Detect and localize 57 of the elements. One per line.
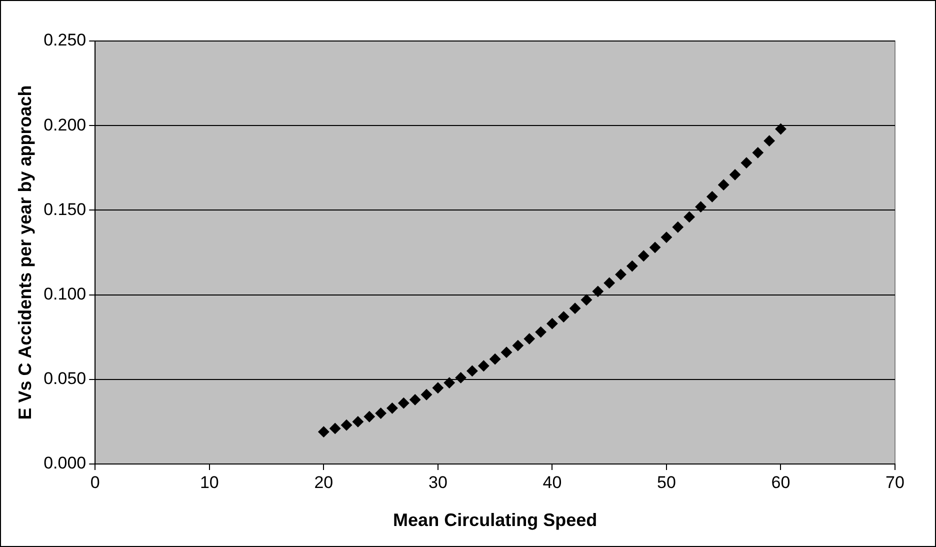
point [546, 318, 558, 330]
point [718, 179, 730, 190]
point [752, 147, 764, 158]
point [580, 294, 592, 306]
point [615, 268, 626, 280]
point [660, 232, 672, 243]
point [775, 123, 786, 134]
y-tick-label: 0.100 [44, 284, 86, 304]
point [375, 408, 386, 419]
point [444, 377, 455, 388]
point [558, 311, 570, 322]
point [318, 426, 330, 438]
point [535, 326, 546, 338]
x-tick-label: 70 [886, 472, 904, 492]
y-tick-label: 0.050 [44, 369, 86, 388]
point [672, 222, 684, 233]
point [386, 402, 398, 414]
point [730, 169, 741, 180]
point [398, 398, 410, 409]
x-tick-label: 10 [200, 472, 219, 492]
point [695, 201, 706, 212]
y-tick-label: 0.200 [44, 115, 86, 134]
point [432, 382, 444, 394]
y-tick-label: 0.250 [44, 30, 86, 50]
point [638, 250, 650, 262]
point [410, 394, 421, 406]
point [330, 422, 341, 434]
x-tick-label: 20 [314, 472, 334, 492]
point [466, 365, 478, 376]
y-axis-title: E Vs C Accidents per year by approach [14, 85, 35, 420]
point [364, 411, 375, 422]
point [490, 354, 501, 365]
point [421, 389, 432, 400]
x-tick-label: 60 [771, 472, 790, 492]
x-axis-title: Mean Circulating Speed [393, 510, 598, 530]
y-tick-label: 0.000 [44, 454, 86, 473]
y-tick-label: 0.150 [44, 200, 86, 219]
point [684, 211, 695, 222]
point [764, 135, 775, 146]
point [592, 286, 604, 297]
x-tick-label: 0 [90, 472, 100, 492]
point [478, 360, 490, 372]
x-tick-label: 30 [428, 472, 448, 492]
point [740, 157, 752, 168]
point [650, 242, 661, 253]
point [352, 416, 364, 428]
point [341, 420, 352, 431]
point [604, 277, 615, 288]
x-tick-label: 50 [657, 472, 676, 492]
point [706, 191, 718, 202]
point [626, 260, 638, 272]
point [512, 340, 524, 352]
point [501, 346, 512, 358]
point [570, 302, 581, 314]
point [524, 333, 535, 344]
point [455, 372, 466, 384]
x-tick-label: 40 [542, 472, 562, 492]
